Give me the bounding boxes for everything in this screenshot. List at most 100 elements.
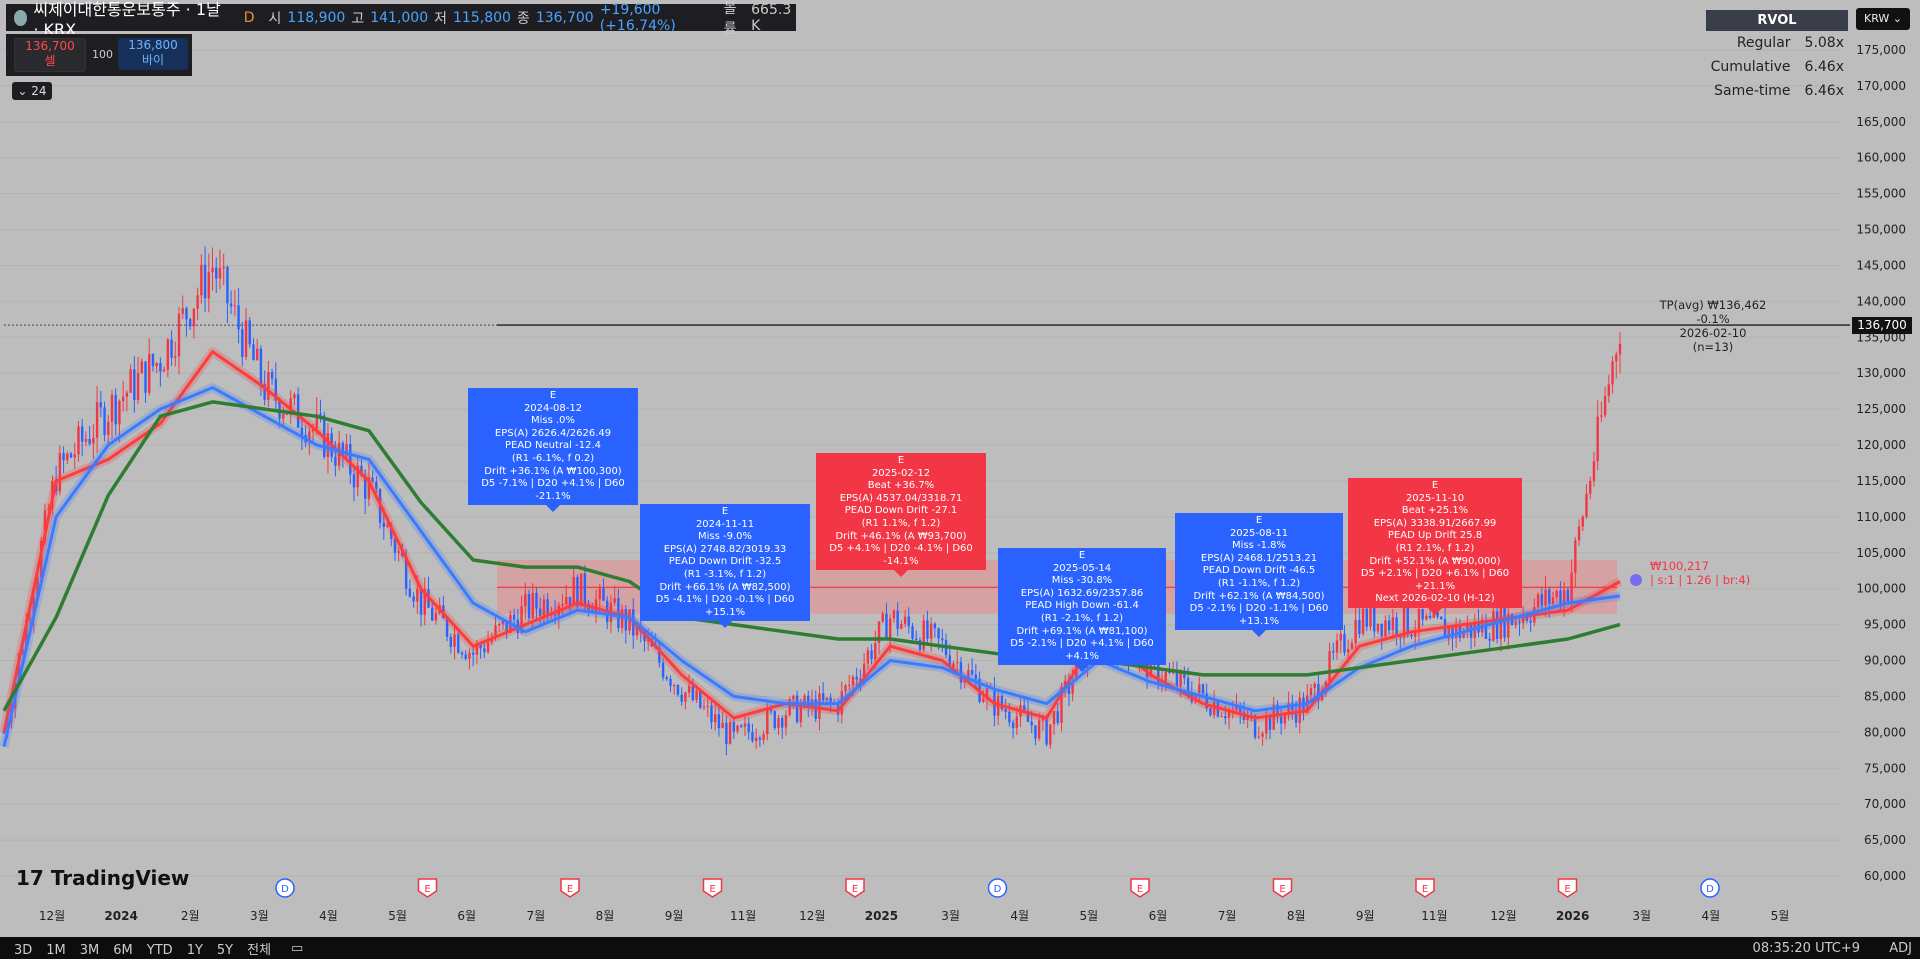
candle-body bbox=[568, 597, 572, 605]
candle-body bbox=[174, 356, 177, 358]
price-tick: 175,000 bbox=[1856, 43, 1906, 57]
candle-body bbox=[687, 686, 691, 693]
price-tick: 100,000 bbox=[1856, 582, 1906, 596]
time-tick: 7월 bbox=[526, 909, 545, 923]
candle-body bbox=[762, 734, 765, 740]
candle-body bbox=[155, 362, 158, 367]
earnings-badge-icon bbox=[1415, 878, 1435, 898]
candle-body bbox=[386, 524, 389, 527]
earnings-label-line: E bbox=[549, 390, 557, 401]
zone-stats: | s:1 | 1.26 | br:4) bbox=[1650, 573, 1751, 587]
timeframe-button[interactable]: 3D bbox=[14, 942, 33, 958]
candle-body bbox=[416, 588, 419, 602]
candle-body bbox=[1313, 683, 1316, 689]
currency-selector[interactable]: KRW ⌄ bbox=[1856, 8, 1910, 30]
dividend-badge-label: D bbox=[994, 884, 1002, 895]
candle-body bbox=[107, 421, 110, 436]
earnings-label-line: PEAD Up Drift 25.8 bbox=[1387, 530, 1483, 542]
rvol-value: 6.46x bbox=[1804, 83, 1844, 99]
candle-body bbox=[449, 636, 453, 647]
earnings-label-line: PEAD Down Drift -27.1 bbox=[844, 505, 958, 517]
clock[interactable]: 08:35:20 UTC+9 bbox=[1752, 940, 1860, 956]
earnings-label-line: 2025-02-12 bbox=[871, 467, 931, 479]
rvol-value: 6.46x bbox=[1804, 59, 1844, 75]
sell-button[interactable]: 136,700 셀 bbox=[14, 38, 86, 72]
candle-body bbox=[784, 715, 788, 728]
candle-body bbox=[1492, 611, 1495, 641]
currency-label: KRW bbox=[1863, 12, 1890, 25]
candle-body bbox=[1607, 384, 1611, 396]
candle-body bbox=[1220, 716, 1223, 717]
candle-body bbox=[1548, 589, 1551, 604]
symbol-logo-icon bbox=[14, 9, 28, 26]
candle-body bbox=[579, 573, 583, 606]
candle-body bbox=[702, 706, 706, 708]
zone-price: ₩100,217 bbox=[1650, 559, 1709, 573]
candle-body bbox=[21, 648, 24, 654]
candle-body bbox=[43, 510, 47, 542]
rvol-table: RVOL Regular 5.08x Cumulative 6.46x Same-t… bbox=[1706, 10, 1848, 103]
quantity-field[interactable]: 100 bbox=[92, 48, 113, 61]
candle-body bbox=[121, 396, 125, 402]
candle-body bbox=[1045, 716, 1048, 745]
calendar-icon[interactable]: ▭ bbox=[291, 940, 304, 956]
earnings-badge-icon bbox=[1272, 878, 1293, 898]
timeframe-button[interactable]: 6M bbox=[113, 942, 133, 958]
earnings-label-line: EPS(A) 2468.1/2513.21 bbox=[1200, 552, 1318, 564]
adj-button[interactable]: ADJ bbox=[1889, 940, 1912, 956]
timeframe-button[interactable]: YTD bbox=[146, 942, 173, 958]
candle-body bbox=[162, 369, 166, 372]
timeframe-button[interactable]: 3M bbox=[79, 942, 100, 958]
candle-body bbox=[203, 264, 207, 299]
earnings-label-line: (R1 -6.1%, f 0.2) bbox=[511, 452, 595, 464]
buy-button[interactable]: 136,800 바이 bbox=[118, 38, 188, 70]
earnings-label-line: Miss -30.8% bbox=[1051, 575, 1113, 587]
earnings-label-line: Drift +66.1% (A ₩82,500) bbox=[659, 581, 791, 593]
earnings-label-line: Beat +25.1% bbox=[1401, 505, 1469, 517]
candle-body bbox=[699, 691, 702, 708]
earnings-label-line: EPS(A) 2626.4/2626.49 bbox=[494, 427, 612, 439]
candle-body bbox=[941, 638, 944, 641]
candle-body bbox=[1574, 540, 1577, 573]
candle-body bbox=[929, 623, 933, 639]
candle-body bbox=[103, 407, 106, 436]
candle-body bbox=[635, 625, 639, 636]
timeframe-button[interactable]: 전체 bbox=[247, 942, 272, 958]
candle-body bbox=[669, 678, 672, 686]
candle-body bbox=[1615, 354, 1618, 362]
candle-body bbox=[1268, 715, 1272, 730]
candle-body bbox=[1414, 632, 1417, 637]
candle-body bbox=[1246, 715, 1249, 720]
candle-body bbox=[2, 732, 6, 734]
candle-body bbox=[781, 717, 784, 728]
time-tick: 12월 bbox=[799, 909, 825, 923]
indicators-collapse-button[interactable]: ⌄ 24 bbox=[12, 82, 52, 100]
candle-body bbox=[1212, 701, 1216, 716]
candle-body bbox=[267, 371, 270, 400]
candle-body bbox=[1507, 614, 1510, 638]
candle-body bbox=[255, 348, 259, 361]
timeframe-button[interactable]: 1Y bbox=[186, 942, 203, 958]
timeframe-button[interactable]: 1M bbox=[46, 942, 66, 958]
candle-body bbox=[985, 688, 989, 699]
moving-averages bbox=[0, 347, 1623, 748]
candle-body bbox=[870, 650, 873, 660]
timeframe-button[interactable]: 5Y bbox=[216, 942, 234, 958]
candle-body bbox=[874, 643, 877, 660]
earnings-badge-label: E bbox=[1137, 884, 1143, 895]
candle-body bbox=[28, 618, 32, 620]
candle-body bbox=[464, 654, 467, 659]
candle-body bbox=[1320, 693, 1324, 701]
candle-body bbox=[114, 394, 117, 425]
earnings-badge-label: E bbox=[1422, 884, 1428, 895]
time-tick: 2024 bbox=[104, 909, 137, 923]
candle-body bbox=[892, 610, 896, 619]
ma-blue-line bbox=[2, 386, 1621, 748]
candle-body bbox=[1466, 625, 1469, 633]
candle-body bbox=[1425, 615, 1428, 620]
candle-body bbox=[956, 662, 959, 664]
candle-body bbox=[1402, 607, 1406, 638]
interval-flag[interactable]: D bbox=[243, 9, 255, 26]
candle-body bbox=[490, 638, 493, 643]
